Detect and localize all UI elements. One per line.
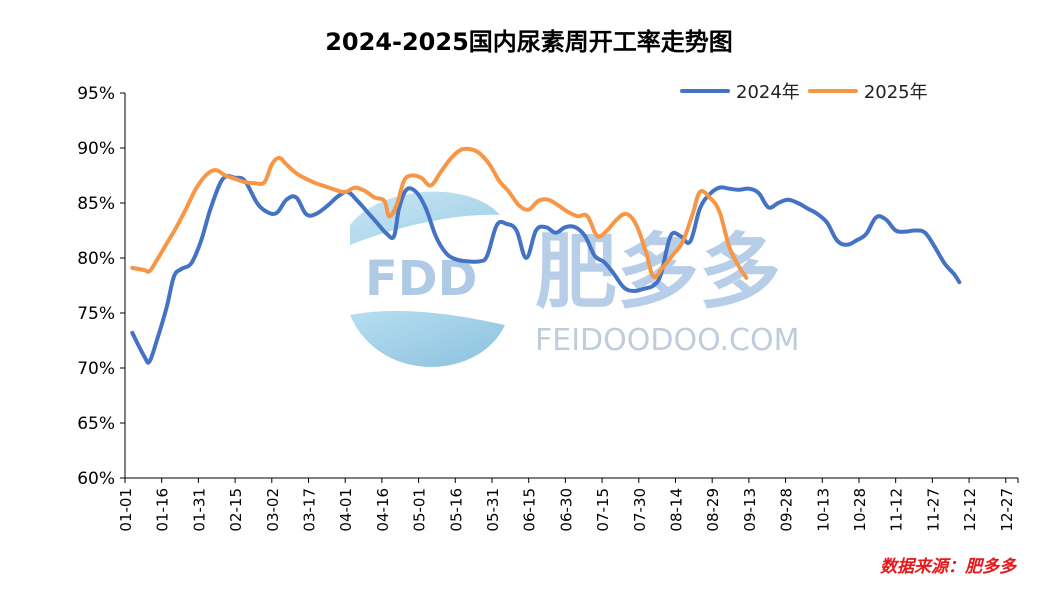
x-tick-label: 12-27: [998, 488, 1016, 532]
chart-axes: 60% 65% 70% 75% 80% 85% 90% 95% 01-01 01-16 01-31 0…: [77, 84, 1019, 532]
x-tick-label: 02-15: [227, 488, 245, 532]
y-tick-label: 80%: [77, 249, 115, 269]
x-tick-label: 10-28: [851, 488, 869, 532]
x-tick-label: 06-15: [521, 488, 539, 532]
x-tick-label: 04-16: [374, 488, 392, 532]
x-tick-label: 06-30: [557, 488, 575, 532]
x-tick-label: 01-01: [117, 488, 135, 532]
chart-legend: 2024年 2025年: [680, 78, 936, 104]
legend-item-2025: 2025年: [807, 78, 928, 104]
x-tick-label: 07-30: [631, 488, 649, 532]
y-tick-label: 60%: [77, 469, 115, 489]
leaf-bottom-icon: [350, 310, 505, 367]
x-tick-label: 08-29: [704, 488, 722, 532]
x-tick-label: 05-31: [484, 488, 502, 532]
x-tick-label: 01-31: [190, 488, 208, 532]
x-tick-label: 07-15: [594, 488, 612, 532]
x-tick-label: 09-28: [778, 488, 796, 532]
x-tick-label: 05-01: [411, 488, 429, 532]
x-tick-label: 03-02: [264, 488, 282, 532]
x-tick-label: 01-16: [154, 488, 172, 532]
x-tick-label: 11-27: [924, 488, 942, 532]
y-tick-label: 85%: [77, 194, 115, 214]
chart-title: 2024-2025国内尿素周开工率走势图: [325, 28, 733, 56]
x-tick-label: 10-13: [814, 488, 832, 532]
chart-series: [130, 146, 962, 365]
y-tick-label: 90%: [77, 139, 115, 159]
watermark-logo: FDD 肥多多 FEIDOODOO.COM: [350, 191, 799, 367]
x-tick-label: 09-13: [741, 488, 759, 532]
watermark-brand-url: FEIDOODOO.COM: [535, 323, 799, 358]
x-tick-label: 12-12: [961, 488, 979, 532]
data-source-note: 数据来源：肥多多: [880, 557, 1016, 577]
y-tick-label: 95%: [77, 84, 115, 104]
x-tick-label: 11-12: [888, 488, 906, 532]
x-tick-label: 05-16: [447, 488, 465, 532]
x-tick-label: 03-17: [300, 488, 318, 532]
legend-item-2024: 2024年: [680, 78, 800, 104]
series-line-2024: [130, 173, 962, 365]
series-line-2025: [130, 146, 749, 280]
legend-swatch-2024: [680, 89, 730, 93]
legend-label-2024: 2024年: [736, 82, 800, 103]
y-tick-label: 75%: [77, 304, 115, 324]
x-tick-label: 08-14: [667, 488, 685, 532]
x-tick-label: 04-01: [337, 488, 355, 532]
y-tick-label: 65%: [77, 414, 115, 434]
legend-label-2025: 2025年: [863, 82, 928, 103]
legend-swatch-2025: [807, 89, 858, 93]
y-tick-label: 70%: [77, 359, 115, 379]
